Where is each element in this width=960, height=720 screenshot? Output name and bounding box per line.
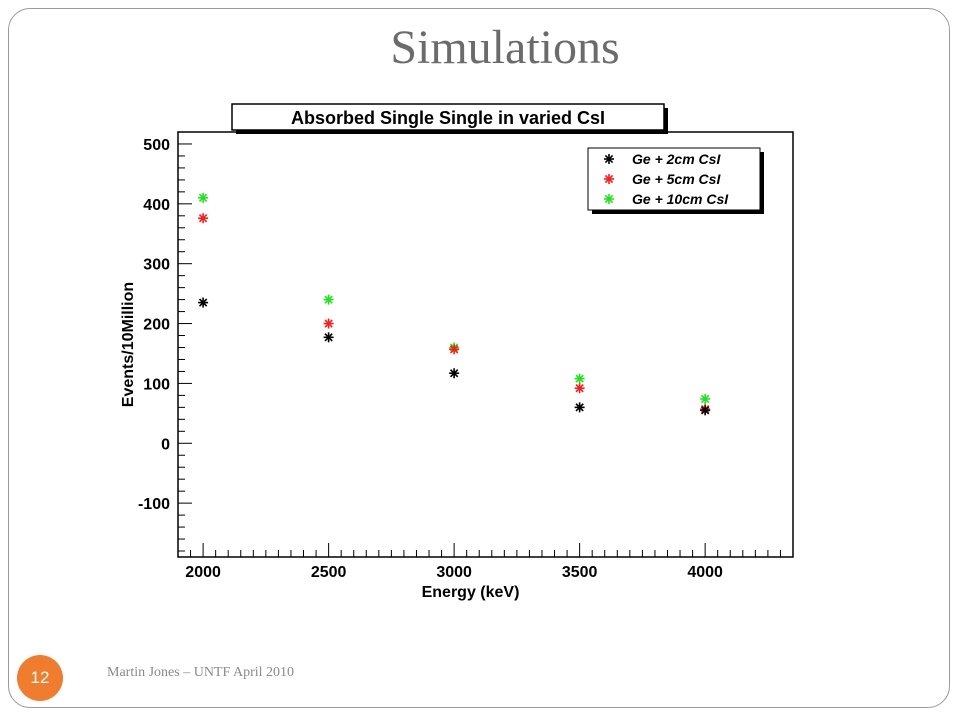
y-tick-label: 100	[143, 376, 170, 393]
data-point-series-2	[323, 318, 334, 329]
x-tick-label: 3000	[436, 564, 472, 581]
legend-marker	[604, 174, 614, 184]
legend-marker	[604, 194, 614, 204]
data-point-series-1	[198, 297, 209, 308]
legend-label: Ge + 5cm CsI	[632, 171, 721, 187]
data-point-series-2	[198, 213, 209, 224]
legend-label: Ge + 10cm CsI	[632, 191, 729, 207]
data-point-series-1	[323, 332, 334, 343]
legend-box	[587, 147, 761, 211]
x-tick-label: 3500	[562, 564, 598, 581]
y-tick-label: -100	[138, 496, 170, 513]
slide-title: Simulations	[390, 21, 620, 74]
data-point-series-2	[574, 383, 585, 394]
y-tick-label: 200	[143, 317, 170, 334]
y-tick-label: 500	[143, 137, 170, 154]
data-point-series-3	[323, 294, 334, 305]
chart-title: Absorbed Single Single in varied CsI	[291, 108, 605, 128]
data-point-series-1	[574, 402, 585, 413]
page-number-badge: 12	[17, 655, 63, 701]
x-tick-label: 2500	[311, 564, 347, 581]
y-tick-label: 300	[143, 257, 170, 274]
data-point-series-3	[700, 393, 711, 404]
data-point-series-1	[449, 368, 460, 379]
x-tick-label: 4000	[687, 564, 723, 581]
chart-title-box	[231, 103, 665, 131]
data-point-series-3	[198, 192, 209, 203]
x-axis-label: Energy (keV)	[422, 584, 520, 601]
y-tick-label: 400	[143, 197, 170, 214]
data-point-series-1	[700, 405, 711, 416]
data-point-series-2	[449, 344, 460, 355]
footer-text: Martin Jones – UNTF April 2010	[107, 665, 295, 680]
legend-label: Ge + 2cm CsI	[632, 151, 721, 167]
y-tick-label: 0	[161, 436, 170, 453]
y-axis-label: Events/10Million	[120, 282, 137, 407]
x-tick-label: 2000	[185, 564, 221, 581]
data-point-series-3	[574, 373, 585, 384]
legend-marker	[604, 154, 614, 164]
